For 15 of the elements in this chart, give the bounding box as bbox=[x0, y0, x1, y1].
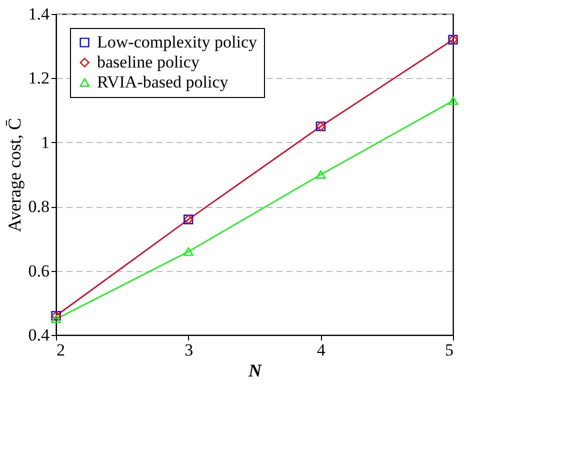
y-tick-label: 1 bbox=[41, 132, 50, 152]
x-axis-title: N bbox=[248, 360, 262, 380]
y-tick-label: 1.2 bbox=[28, 68, 50, 88]
legend-label: RVIA-based policy bbox=[97, 72, 229, 92]
legend-label: baseline policy bbox=[97, 52, 200, 72]
y-axis-title: Average cost, C̄ bbox=[4, 118, 24, 232]
y-tick-label: 0.8 bbox=[28, 197, 50, 216]
x-tick-label: 3 bbox=[184, 340, 194, 360]
legend-label: Low-complexity policy bbox=[97, 32, 258, 52]
y-tick-label: 1.4 bbox=[28, 4, 50, 24]
x-tick-label: 4 bbox=[316, 340, 326, 360]
x-tick-label: 2 bbox=[56, 340, 65, 360]
y-tick-label: 0.6 bbox=[28, 261, 50, 280]
x-tick-label: 5 bbox=[445, 340, 454, 360]
y-tick-label: 0.4 bbox=[28, 326, 50, 344]
